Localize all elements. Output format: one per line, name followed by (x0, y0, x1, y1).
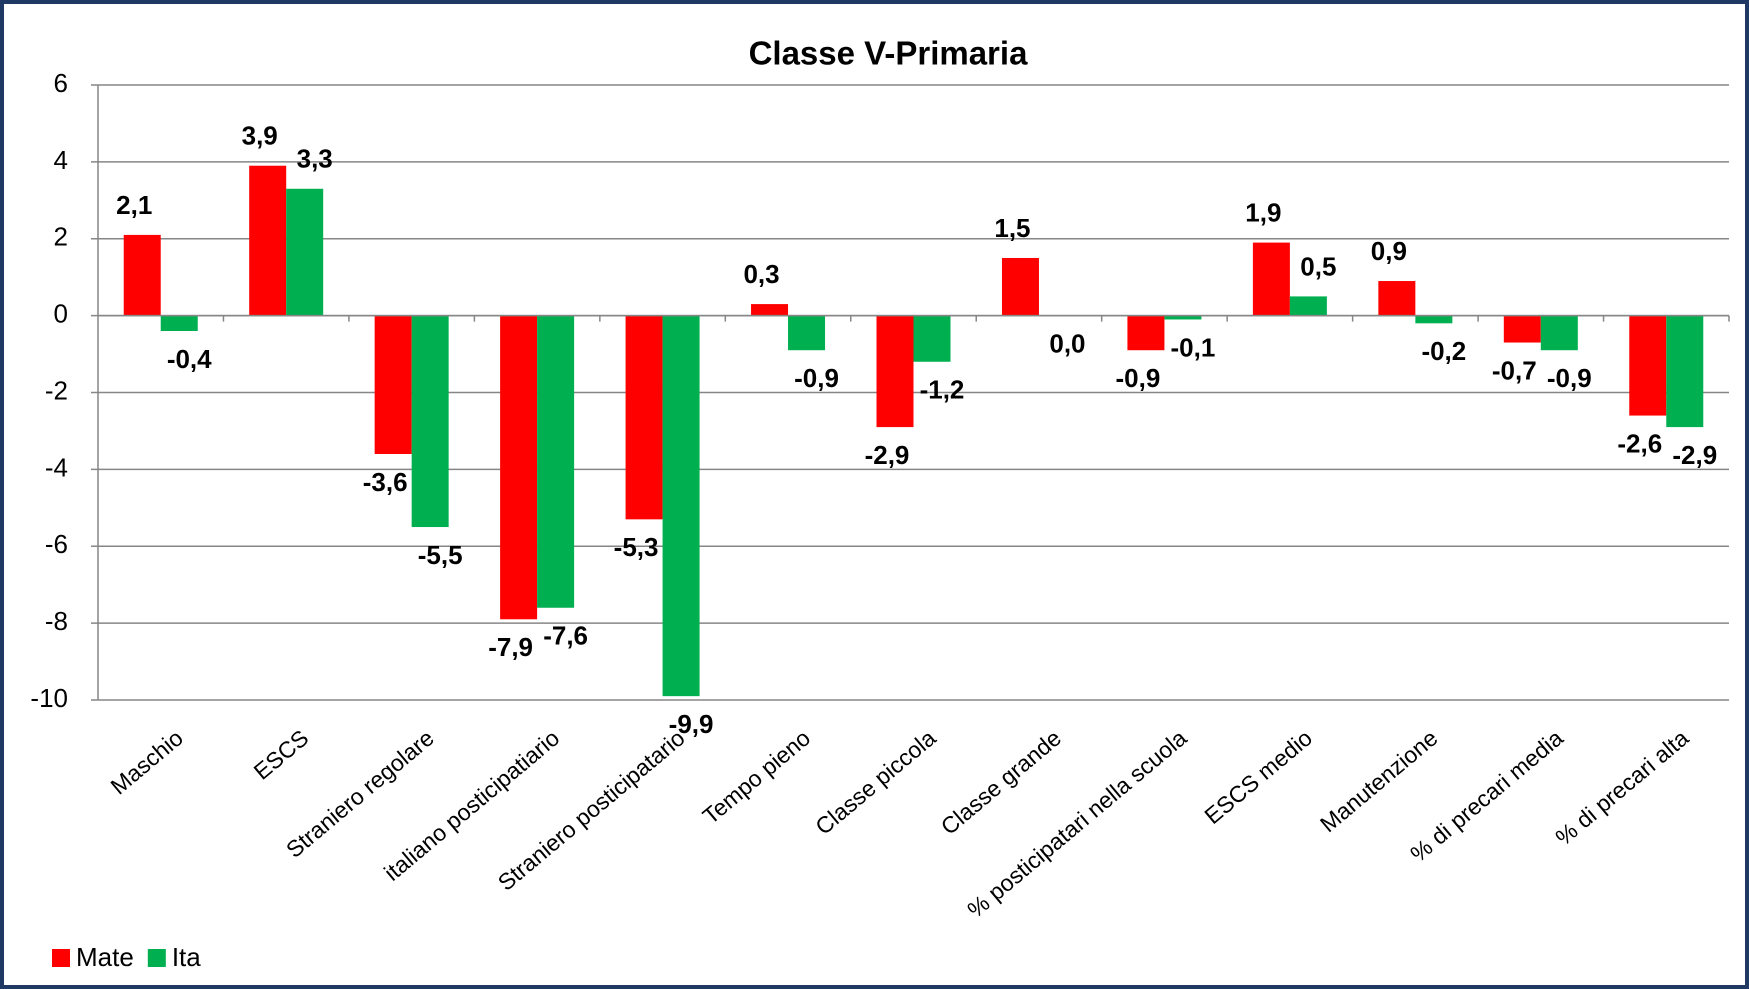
value-label: -0,9 (1116, 363, 1161, 393)
legend-label: Ita (172, 942, 201, 972)
value-label: -5,3 (614, 532, 659, 562)
y-tick-label: -2 (45, 375, 68, 405)
value-label: 3,3 (297, 144, 333, 174)
bar (913, 315, 951, 362)
legend-label: Mate (76, 942, 134, 972)
y-tick-label: 2 (54, 222, 68, 252)
y-tick-label: 0 (54, 299, 68, 329)
value-label: -1,2 (920, 375, 965, 405)
chart-title: Classe V-Primaria (749, 35, 1028, 72)
bar (662, 315, 700, 697)
bar (751, 304, 789, 316)
bar (625, 315, 663, 520)
y-tick-label: -8 (45, 606, 68, 636)
bar (1164, 315, 1202, 320)
value-label: -2,9 (865, 440, 910, 470)
bar (788, 315, 826, 351)
bar (1252, 242, 1290, 316)
bar (1289, 296, 1327, 316)
value-label: -2,9 (1672, 440, 1717, 470)
value-label: 3,9 (242, 121, 278, 151)
legend-swatch (147, 949, 166, 967)
y-tick-label: -6 (45, 529, 68, 559)
bar (537, 315, 575, 608)
value-label: 1,9 (1245, 197, 1281, 227)
value-label: 2,1 (116, 190, 152, 220)
bar (1540, 315, 1578, 351)
bar (286, 188, 324, 316)
value-label: -5,5 (418, 540, 463, 570)
bar (1127, 315, 1165, 351)
value-label: -2,6 (1617, 428, 1662, 458)
bar (1415, 315, 1453, 324)
bar (123, 234, 161, 316)
bar (411, 315, 449, 528)
bar (1629, 315, 1667, 416)
value-label: 0,3 (743, 259, 779, 289)
y-tick-label: 4 (54, 145, 68, 175)
bar (876, 315, 914, 428)
value-label: -0,4 (167, 344, 212, 374)
value-label: -7,6 (543, 621, 588, 651)
value-label: -0,9 (794, 363, 839, 393)
value-label: -0,2 (1421, 336, 1466, 366)
y-tick-label: -4 (45, 452, 68, 482)
value-label: -0,1 (1171, 332, 1216, 362)
value-label: -3,6 (363, 467, 408, 497)
bar (1001, 257, 1039, 316)
value-label: -0,7 (1492, 355, 1537, 385)
y-tick-label: 6 (54, 68, 68, 98)
bar (1666, 315, 1704, 428)
value-label: -9,9 (669, 709, 714, 739)
bar (500, 315, 538, 620)
bar (160, 315, 198, 331)
value-label: 1,5 (994, 213, 1030, 243)
bar (374, 315, 412, 454)
value-label: 0,0 (1049, 329, 1085, 359)
y-tick-label: -10 (30, 683, 68, 713)
legend-swatch (52, 949, 70, 967)
bar (1503, 315, 1541, 343)
value-label: -7,9 (488, 632, 533, 662)
value-label: 0,5 (1300, 251, 1336, 281)
bar (249, 165, 287, 316)
value-label: -0,9 (1547, 363, 1592, 393)
bar (1378, 281, 1416, 316)
value-label: 0,9 (1371, 236, 1407, 266)
